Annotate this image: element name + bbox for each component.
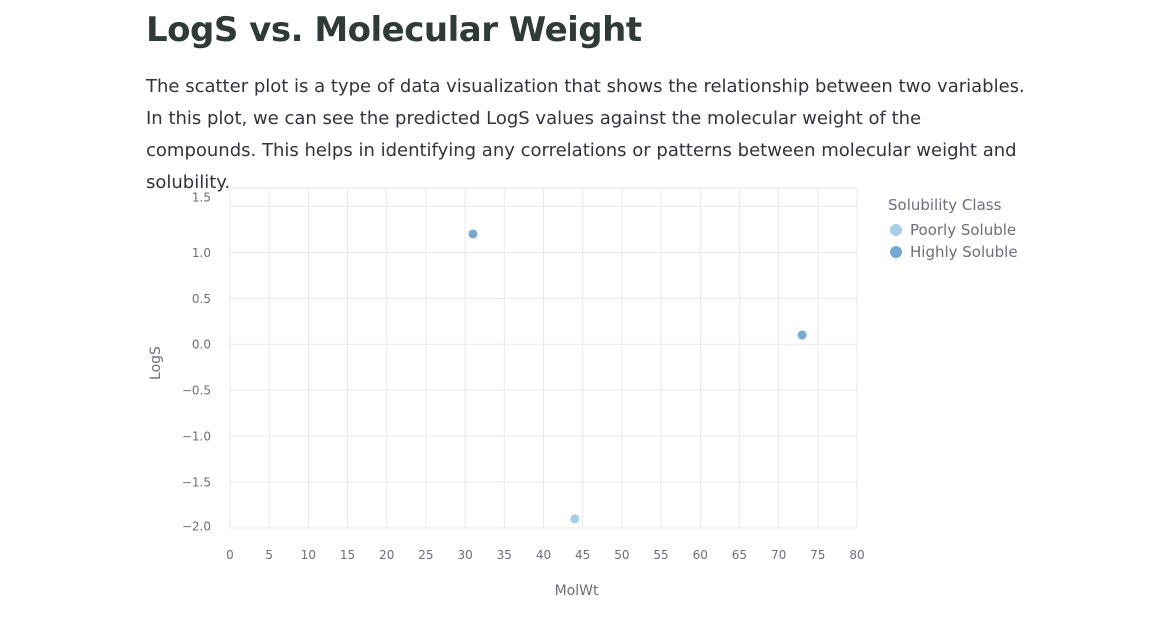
page-title: LogS vs. Molecular Weight bbox=[146, 10, 642, 50]
y-tick-label: −1.5 bbox=[182, 476, 211, 490]
chart-description: The scatter plot is a type of data visua… bbox=[146, 76, 1025, 193]
data-point bbox=[570, 514, 580, 524]
x-tick-label: 0 bbox=[226, 548, 234, 562]
x-tick-label: 65 bbox=[732, 548, 747, 562]
data-point bbox=[797, 330, 807, 340]
legend-marker bbox=[890, 224, 902, 236]
x-tick-label: 35 bbox=[497, 548, 512, 562]
y-axis-title: LogS bbox=[148, 346, 164, 380]
legend-marker bbox=[890, 246, 902, 258]
y-tick-label: 0.5 bbox=[192, 292, 211, 306]
x-tick-label: 40 bbox=[536, 548, 551, 562]
x-tick-label: 25 bbox=[418, 548, 433, 562]
x-axis-title: MolWt bbox=[555, 583, 599, 599]
y-tick-label: −2.0 bbox=[182, 520, 211, 534]
x-tick-label: 55 bbox=[653, 548, 668, 562]
x-tick-label: 5 bbox=[265, 548, 273, 562]
x-tick-label: 60 bbox=[693, 548, 708, 562]
y-tick-label: 1.0 bbox=[192, 246, 211, 260]
x-tick-label: 30 bbox=[457, 548, 472, 562]
y-tick-label: 0.0 bbox=[192, 338, 211, 352]
x-tick-label: 10 bbox=[301, 548, 316, 562]
x-tick-label: 80 bbox=[849, 548, 864, 562]
x-tick-label: 50 bbox=[614, 548, 629, 562]
x-tick-label: 75 bbox=[810, 548, 825, 562]
scatter-chart[interactable]: 0 5 10 15 20 25 30 35 40 45 50 55 60 65 70 75 80 1.5 1.0 0.… bbox=[140, 180, 1040, 610]
x-tick-label: 45 bbox=[575, 548, 590, 562]
y-tick-label: −1.0 bbox=[182, 430, 211, 444]
x-tick-label: 15 bbox=[340, 548, 355, 562]
y-tick-label: −0.5 bbox=[182, 384, 211, 398]
legend-label: Highly Soluble bbox=[910, 243, 1018, 261]
x-tick-label: 20 bbox=[379, 548, 394, 562]
legend-label: Poorly Soluble bbox=[910, 221, 1016, 239]
data-point bbox=[468, 229, 478, 239]
y-tick-label: 1.5 bbox=[192, 191, 211, 205]
legend-title: Solubility Class bbox=[888, 196, 1002, 214]
x-tick-label: 70 bbox=[771, 548, 786, 562]
